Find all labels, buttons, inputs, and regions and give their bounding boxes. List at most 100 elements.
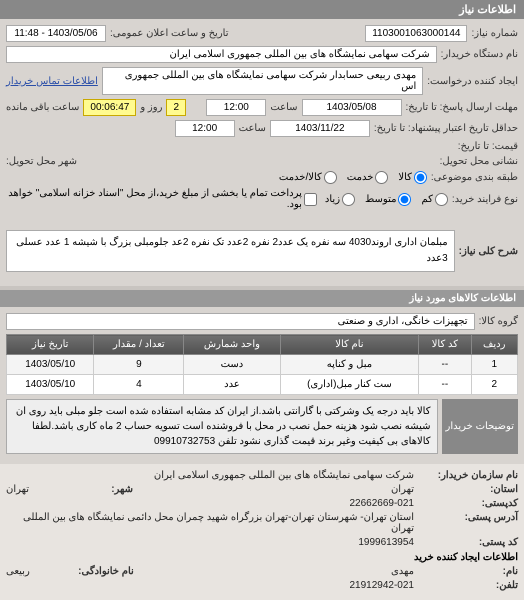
- desc-label: شرح کلی نیاز:: [459, 246, 518, 257]
- payment-note: پرداخت تمام یا بخشی از مبلغ خرید،از محل …: [6, 188, 302, 210]
- radio-low[interactable]: کم: [421, 193, 447, 206]
- buyer-name-label: نام دستگاه خریدار:: [441, 49, 518, 60]
- table-row: 1 -- مبل و کناپه دست 9 1403/05/10: [7, 355, 518, 375]
- deadline-time: 12:00: [206, 99, 266, 116]
- notes-label: توضیحات خریدار: [442, 399, 519, 454]
- radio-high-label: زیاد: [325, 194, 340, 205]
- radio-high-input[interactable]: [342, 193, 355, 206]
- radio-service-input[interactable]: [375, 171, 388, 184]
- cell: مبل و کناپه: [280, 355, 419, 375]
- postal-label: کد پستی:: [418, 537, 518, 548]
- col-date: تاریخ نیاز: [7, 335, 94, 355]
- notes-section: توضیحات خریدار کالا باید درجه یک وشرکتی …: [6, 399, 518, 454]
- phone-value: 21912942-021: [349, 580, 414, 591]
- cell: 1: [471, 355, 518, 375]
- province-value: تهران: [391, 484, 414, 495]
- radio-goods-label: کالا: [398, 172, 412, 183]
- city-info-label: شهر:: [33, 484, 133, 495]
- radio-low-input[interactable]: [435, 193, 448, 206]
- time-label-1: ساعت: [270, 102, 297, 113]
- cell: عدد: [184, 375, 280, 395]
- buyer-info: نام سازمان خریدار:شرکت سهامی نمایشگاه ها…: [0, 464, 524, 600]
- goods-section: گروه کالا: تجهیزات خانگی، اداری و صنعتی …: [0, 307, 524, 464]
- radio-goods-service-input[interactable]: [324, 171, 337, 184]
- valid-time: 12:00: [175, 120, 235, 137]
- contact-link[interactable]: اطلاعات تماس خریدار: [6, 76, 98, 87]
- goods-table: ردیف کد کالا نام کالا واحد شمارش تعداد /…: [6, 334, 518, 395]
- panel-title: اطلاعات نیاز: [0, 0, 524, 19]
- city-label: شهر محل تحویل:: [6, 156, 77, 167]
- valid-date: 1403/11/22: [270, 120, 370, 137]
- time-label-2: ساعت: [239, 123, 266, 134]
- cell: 1403/05/10: [7, 375, 94, 395]
- group-value: تجهیزات خانگی، اداری و صنعتی: [6, 313, 475, 330]
- radio-med-label: متوسط: [365, 194, 396, 205]
- day-label: روز و: [140, 102, 162, 113]
- package-label: طبقه بندی موضوعی:: [431, 172, 518, 183]
- requester-label: ایجاد کننده درخواست:: [427, 76, 518, 87]
- radio-goods-service-label: کالا/خدمت: [279, 172, 322, 183]
- org-value: شرکت سهامی نمایشگاه های بین المللی جمهور…: [154, 470, 414, 481]
- announce-value: 1403/05/06 - 11:48: [6, 25, 106, 42]
- cell: 4: [94, 375, 184, 395]
- table-row: 2 -- ست کنار مبل(اداری) عدد 4 1403/05/10: [7, 375, 518, 395]
- deadline-date: 1403/05/08: [302, 99, 402, 116]
- city-info-value: تهران: [6, 484, 29, 495]
- announce-label: تاریخ و ساعت اعلان عمومی:: [110, 28, 229, 39]
- remain-label: ساعت باقی مانده: [6, 102, 79, 113]
- request-no-label: شماره نیاز:: [471, 28, 518, 39]
- postcode-label: کدپستی:: [418, 498, 518, 509]
- goods-header: اطلاعات کالاهای مورد نیاز: [0, 290, 524, 307]
- notes-text: کالا باید درجه یک وشرکتی با گارانتی باشد…: [6, 399, 438, 454]
- name-value: مهدی: [391, 566, 414, 577]
- name-label: نام:: [418, 566, 518, 577]
- phone-label: تلفن:: [418, 580, 518, 591]
- col-qty: تعداد / مقدار: [94, 335, 184, 355]
- cell: 9: [94, 355, 184, 375]
- contact-header: اطلاعات ایجاد کننده خرید: [414, 552, 518, 563]
- col-row: ردیف: [471, 335, 518, 355]
- form-main: شماره نیاز: 1103001063000144 تاریخ و ساع…: [0, 19, 524, 220]
- payment-checkbox[interactable]: پرداخت تمام یا بخشی از مبلغ خرید،از محل …: [6, 188, 317, 210]
- radio-high[interactable]: زیاد: [325, 193, 355, 206]
- time-remain: 00:06:47: [83, 99, 136, 116]
- purchase-type-label: نوع فرایند خرید:: [452, 194, 518, 205]
- col-name: نام کالا: [280, 335, 419, 355]
- radio-med[interactable]: متوسط: [365, 193, 411, 206]
- priority-radios: کم متوسط زیاد: [325, 193, 448, 206]
- group-label: گروه کالا:: [479, 316, 518, 327]
- cell: ست کنار مبل(اداری): [280, 375, 419, 395]
- qty-label: قیمت: تا تاریخ:: [458, 141, 518, 152]
- requester-value: مهدی ربیعی حسابدار شرکت سهامی نمایشگاه ه…: [102, 67, 423, 95]
- payment-checkbox-input[interactable]: [304, 193, 317, 206]
- desc-text: مبلمان اداری اروند4030 سه نفره یک عدد2 ن…: [6, 230, 455, 272]
- radio-service-label: خدمت: [347, 172, 374, 183]
- address-label: آدرس پستی:: [418, 512, 518, 534]
- cell: 1403/05/10: [7, 355, 94, 375]
- desc-section: شرح کلی نیاز: مبلمان اداری اروند4030 سه …: [0, 220, 524, 286]
- cell: دست: [184, 355, 280, 375]
- days-remain: 2: [166, 99, 186, 116]
- province-label: استان:: [418, 484, 518, 495]
- request-no-value: 1103001063000144: [365, 25, 467, 42]
- location-label: نشانی محل تحویل:: [440, 156, 518, 167]
- cell: 2: [471, 375, 518, 395]
- buyer-name-value: شرکت سهامی نمایشگاه های بین المللی جمهور…: [6, 46, 437, 63]
- col-unit: واحد شمارش: [184, 335, 280, 355]
- address-value: استان تهران- شهرستان تهران-تهران بزرگراه…: [6, 512, 414, 534]
- radio-goods-service[interactable]: کالا/خدمت: [279, 171, 337, 184]
- radio-goods-input[interactable]: [414, 171, 427, 184]
- radio-service[interactable]: خدمت: [347, 171, 389, 184]
- family-value: ربیعی: [6, 566, 30, 577]
- table-header-row: ردیف کد کالا نام کالا واحد شمارش تعداد /…: [7, 335, 518, 355]
- radio-med-input[interactable]: [398, 193, 411, 206]
- postcode-value: 22662669-021: [349, 498, 414, 509]
- family-label: نام خانوادگی:: [34, 566, 134, 577]
- category-radios: کالا خدمت کالا/خدمت: [279, 171, 427, 184]
- postal-value: 1999613954: [358, 537, 414, 548]
- radio-low-label: کم: [421, 194, 432, 205]
- deadline-label: مهلت ارسال پاسخ: تا تاریخ:: [406, 102, 518, 113]
- cell: --: [419, 355, 471, 375]
- valid-label: حداقل تاریخ اعتبار پیشنهاد: تا تاریخ:: [374, 123, 518, 134]
- radio-goods[interactable]: کالا: [398, 171, 427, 184]
